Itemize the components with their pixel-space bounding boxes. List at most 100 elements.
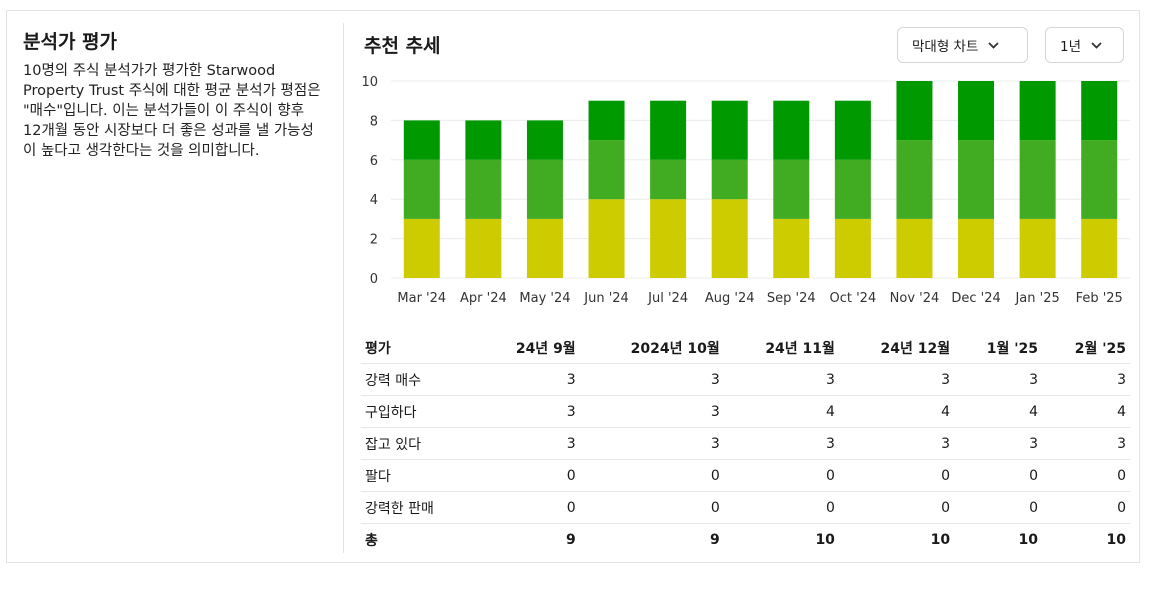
table-cell: 9 [710,531,720,548]
table-cell: 0 [723,459,839,492]
bar-segment-hold [1081,218,1118,278]
table-cell: 0 [1042,491,1130,524]
y-tick-label: 10 [361,75,378,90]
table-cell: 0 [479,491,580,524]
table-cell: 3 [1042,363,1130,396]
bar-segment-hold [711,199,748,278]
bar-segment-strong-buy [588,100,625,141]
bar-segment-buy [1081,140,1118,219]
table-row: 강력한 판매 0 0 0 0 0 0 [361,491,1130,524]
bar-segment-buy [403,159,440,219]
y-tick-label: 2 [370,233,378,248]
table-cell: 3 [954,363,1043,396]
table-header: 24년 9월 [479,333,580,364]
bar-segment-hold [650,199,687,278]
bar-segment-buy [1019,140,1056,219]
bar-segment-hold [834,218,871,278]
table-cell: 잡고 있다 [361,427,479,460]
bar-segment-strong-buy [650,100,687,160]
x-tick-label: Oct '24 [830,291,877,306]
table-cell: 0 [838,491,955,524]
table-row: 구입하다 3 3 4 4 4 4 [361,395,1130,428]
table-cell: 10 [930,531,951,548]
bar-segment-buy [896,140,933,219]
table-cell: 4 [954,395,1043,428]
bar-segment-strong-buy [1019,81,1056,141]
table-row: 잡고 있다 3 3 3 3 3 3 [361,427,1130,460]
table-cell: 구입하다 [361,395,479,428]
bar-segment-hold [896,218,933,278]
table-header: 24년 12월 [838,333,955,364]
analyst-rating-section: 분석가 평가 10명의 주식 분석가가 평가한 Starwood Propert… [23,29,323,161]
table-cell: 강력한 판매 [361,491,479,524]
table-cell: 3 [838,427,955,460]
analyst-rating-title: 분석가 평가 [23,31,118,53]
chart-type-label: 막대형 차트 [912,39,979,55]
bar-segment-buy [773,159,810,219]
table-header: 2024년 10월 [579,333,724,364]
bar-segment-strong-buy [958,81,995,141]
bar-segment-strong-buy [896,81,933,141]
bar-segment-strong-buy [773,100,810,160]
bar-segment-hold [403,218,440,278]
bar-segment-buy [711,159,748,200]
chevron-down-icon [1091,39,1102,52]
table-cell: 3 [838,363,955,396]
table-cell: 0 [723,491,839,524]
recommendation-trend-title: 추천 추세 [364,35,441,57]
bar-segment-hold [526,218,563,278]
table-cell: 3 [579,427,724,460]
bar-segment-hold [588,199,625,278]
bar-segment-buy [650,159,687,200]
bar-segment-strong-buy [711,100,748,160]
bar-segment-strong-buy [1081,81,1118,141]
table-cell: 10 [1018,531,1039,548]
recommendation-bar-chart: 0 2 4 6 8 10 Mar '24 Apr '24 May '24 Jun '24 Jul '… [361,75,1130,306]
table-cell: 4 [1042,395,1130,428]
bar-segment-buy [834,159,871,219]
table-cell: 10 [815,531,835,548]
table-cell: 3 [723,363,839,396]
table-cell: 3 [1042,427,1130,460]
table-total-row: 총 9 9 10 10 10 10 [361,524,1130,556]
table-header: 24년 11월 [723,333,839,364]
y-tick-label: 6 [370,154,378,169]
table-header: 2월 '25 [1042,333,1130,364]
bar-segment-buy [958,140,995,219]
y-tick-label: 0 [370,272,378,287]
table-cell: 3 [954,427,1043,460]
table-cell: 0 [954,459,1043,492]
table-cell: 9 [565,531,576,548]
table-cell: 0 [579,459,724,492]
table-cell: 3 [723,427,839,460]
table-cell: 0 [479,459,580,492]
table-header-row: 평가 24년 9월 2024년 10월 24년 11월 24년 12월 1월 '… [361,333,1130,364]
table-cell: 0 [954,491,1043,524]
table-cell: 0 [838,459,955,492]
table-header: 평가 [361,333,479,364]
bar-segment-buy [465,159,502,219]
x-tick-label: Apr '24 [460,291,507,306]
table-cell: 4 [723,395,839,428]
analyst-rating-card: 분석가 평가 10명의 주식 분석가가 평가한 Starwood Propert… [6,10,1140,563]
period-dropdown[interactable]: 1년 [1045,27,1124,63]
table-cell: 3 [479,363,580,396]
chart-type-dropdown[interactable]: 막대형 차트 [897,27,1028,63]
table-cell: 10 [1106,531,1126,548]
table-cell: 3 [479,395,580,428]
x-tick-label: Dec '24 [951,291,1000,306]
x-tick-label: Jun '24 [583,291,629,306]
bar-segment-strong-buy [403,120,440,160]
rating-table: 평가 24년 9월 2024년 10월 24년 11월 24년 12월 1월 '… [361,333,1130,555]
table-cell: 3 [579,395,724,428]
table-cell: 3 [579,363,724,396]
bar-segment-hold [1019,218,1056,278]
table-cell: 팔다 [361,459,479,492]
bar-segment-strong-buy [465,120,502,160]
y-tick-label: 4 [370,193,378,208]
table-row: 팔다 0 0 0 0 0 0 [361,459,1130,492]
table-cell: 강력 매수 [361,363,479,396]
bar-segment-buy [588,140,625,200]
x-tick-label: Aug '24 [705,291,755,306]
chevron-down-icon [988,39,1000,52]
